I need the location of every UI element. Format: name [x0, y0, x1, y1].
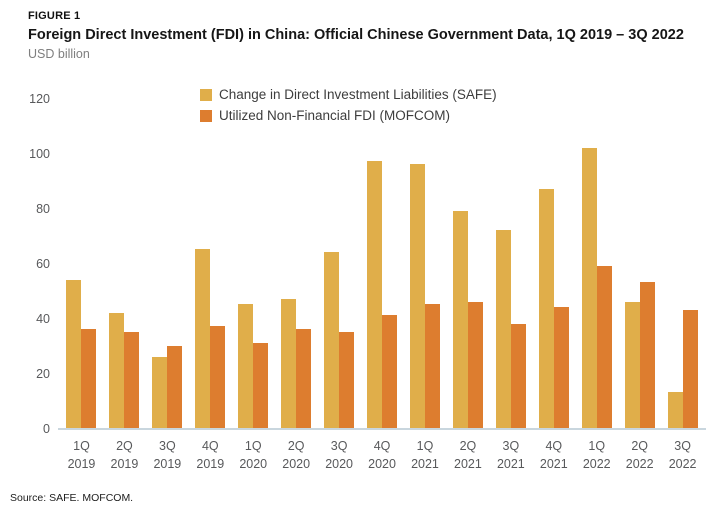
bar-safe: [152, 356, 168, 428]
bar-mofcom: [510, 323, 526, 428]
bar-group: [661, 100, 704, 428]
bar-mofcom: [81, 329, 97, 428]
x-tick-label: 3Q 2019: [153, 439, 182, 472]
legend-item-safe: Change in Direct Investment Liabilities …: [200, 84, 497, 105]
bar-mofcom: [553, 307, 569, 428]
legend-label-safe: Change in Direct Investment Liabilities …: [219, 87, 497, 102]
y-tick-label: 20: [36, 367, 50, 381]
bar-mofcom: [639, 282, 655, 428]
legend-item-mofcom: Utilized Non-Financial FDI (MOFCOM): [200, 105, 497, 126]
bar-group: [146, 100, 189, 428]
bar-group: [318, 100, 361, 428]
bar-safe: [66, 279, 82, 428]
bar-mofcom: [382, 315, 398, 428]
bar-group: [618, 100, 661, 428]
figure-label: FIGURE 1: [28, 10, 81, 22]
y-tick-label: 40: [36, 312, 50, 326]
bar-safe: [581, 147, 597, 428]
bar-mofcom: [424, 304, 440, 428]
bar-mofcom: [339, 331, 355, 428]
y-tick-label: 100: [29, 147, 50, 161]
bar-group: [60, 100, 103, 428]
bar-group: [189, 100, 232, 428]
bar-group: [532, 100, 575, 428]
x-tick-label: 2Q 2021: [454, 439, 482, 472]
bar-safe: [538, 188, 554, 428]
bar-safe: [452, 210, 468, 428]
bar-safe: [409, 164, 425, 428]
bar-group: [575, 100, 618, 428]
bar-group: [232, 100, 275, 428]
bar-safe: [109, 312, 125, 428]
bar-mofcom: [124, 331, 140, 428]
bar-safe: [495, 230, 511, 428]
chart-title: Foreign Direct Investment (FDI) in China…: [28, 27, 684, 43]
y-tick-label: 60: [36, 257, 50, 271]
legend-label-mofcom: Utilized Non-Financial FDI (MOFCOM): [219, 108, 451, 123]
y-tick-label: 120: [29, 92, 50, 106]
x-tick-label: 1Q 2021: [411, 439, 439, 472]
x-tick-label: 4Q 2020: [368, 439, 396, 472]
figure-header: FIGURE 1 Foreign Direct Investment (FDI)…: [28, 10, 708, 61]
bar-mofcom: [296, 329, 312, 428]
unit-label: USD billion: [28, 47, 90, 61]
x-tick-label: 1Q 2022: [582, 439, 611, 472]
y-tick-label: 0: [43, 422, 50, 436]
x-tick-label: 2Q 2020: [282, 439, 311, 472]
bar-group: [404, 100, 447, 428]
bar-safe: [624, 301, 640, 428]
y-tick-label: 80: [36, 202, 50, 216]
bar-group: [361, 100, 404, 428]
x-tick-label: 3Q 2020: [325, 439, 353, 472]
chart-legend: Change in Direct Investment Liabilities …: [200, 84, 497, 126]
bar-mofcom: [596, 265, 612, 428]
bar-groups: [58, 100, 706, 428]
bar-group: [275, 100, 318, 428]
bar-mofcom: [467, 301, 483, 428]
bar-safe: [667, 392, 683, 428]
x-tick-label: 4Q 2019: [196, 439, 225, 472]
bar-mofcom: [682, 309, 698, 428]
x-tick-label: 2Q 2019: [110, 439, 139, 472]
x-tick-label: 3Q 2021: [496, 439, 525, 472]
x-tick-label: 2Q 2022: [625, 439, 654, 472]
x-axis-labels: 1Q 2019 2Q 2019 3Q 2019 4Q 2019 1Q 2020 2Q 2020 3Q 20…: [58, 437, 706, 473]
bar-safe: [281, 298, 297, 428]
bar-group: [446, 100, 489, 428]
legend-swatch-safe-icon: [200, 88, 212, 101]
bar-safe: [324, 252, 340, 428]
bar-safe: [195, 249, 211, 428]
bar-mofcom: [167, 345, 183, 428]
x-tick-label: 1Q 2020: [239, 439, 268, 472]
bar-safe: [238, 304, 254, 428]
bar-safe: [367, 161, 383, 428]
bar-group: [489, 100, 532, 428]
x-tick-label: 4Q 2021: [539, 439, 568, 472]
legend-swatch-mofcom-icon: [200, 109, 212, 122]
bar-group: [103, 100, 146, 428]
x-tick-label: 3Q 2022: [668, 439, 697, 472]
x-tick-label: 1Q 2019: [67, 439, 96, 472]
source-note: Source: SAFE. MOFCOM.: [10, 492, 134, 504]
bar-mofcom: [210, 326, 226, 428]
bar-mofcom: [253, 342, 269, 428]
plot-area: 0 20 40 60 80 100 120: [29, 92, 706, 436]
